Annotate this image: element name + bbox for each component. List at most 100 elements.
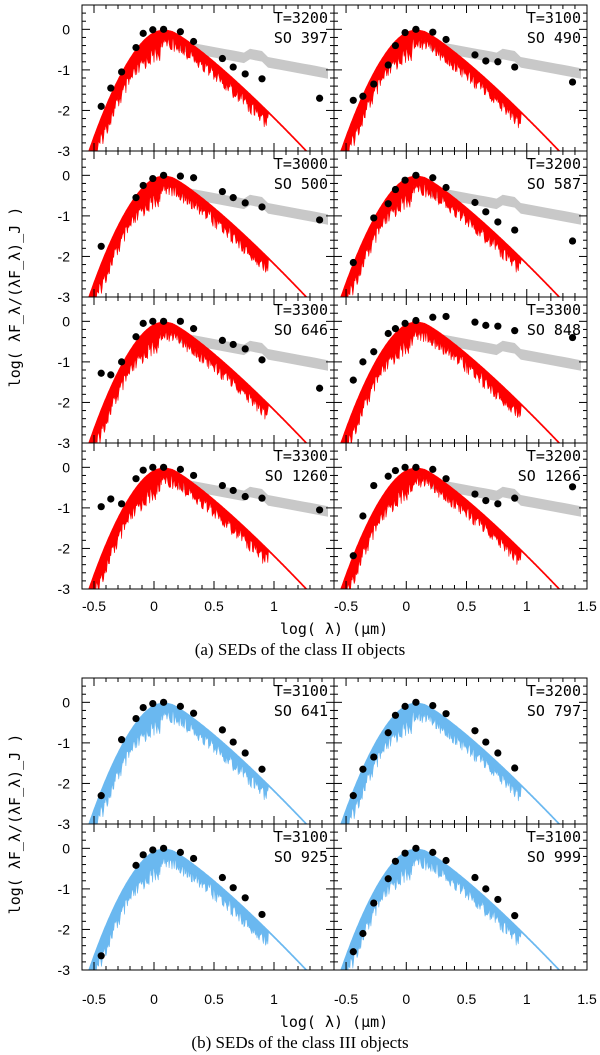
data-point bbox=[359, 929, 367, 938]
data-point bbox=[149, 26, 157, 34]
data-point bbox=[139, 181, 147, 190]
data-point bbox=[139, 851, 147, 859]
y-axis-label: log( λF_λ/(λF_λ)_J ) bbox=[6, 207, 24, 388]
sed-panel: T=3100 SO 999 bbox=[333, 823, 588, 971]
data-point bbox=[384, 729, 392, 737]
temperature-label: T=3200 bbox=[527, 447, 581, 465]
data-point bbox=[229, 486, 237, 495]
model-spectrum bbox=[88, 847, 308, 970]
y-tick-label: 0 bbox=[62, 459, 70, 475]
temperature-label: T=3100 bbox=[274, 828, 328, 846]
data-point bbox=[241, 492, 249, 501]
data-point bbox=[190, 471, 198, 480]
data-point bbox=[412, 316, 420, 325]
y-tick-label: -1 bbox=[58, 881, 71, 897]
disk-band bbox=[430, 478, 581, 517]
data-point bbox=[391, 185, 400, 194]
data-point bbox=[229, 63, 237, 71]
data-point bbox=[442, 475, 450, 483]
data-point bbox=[229, 884, 237, 892]
data-point bbox=[429, 174, 437, 182]
data-point bbox=[160, 171, 168, 179]
data-point bbox=[118, 736, 126, 744]
data-point bbox=[218, 726, 226, 734]
data-point bbox=[132, 475, 140, 483]
data-point bbox=[218, 481, 226, 490]
data-point bbox=[97, 102, 105, 110]
x-tick-label: 1 bbox=[523, 991, 531, 1007]
data-point bbox=[412, 171, 420, 179]
sed-panel: T=3200 SO 1266 bbox=[333, 442, 588, 590]
data-point bbox=[107, 495, 115, 503]
model-spectrum bbox=[88, 320, 308, 443]
sed-panel: T=3100 SO 490 bbox=[333, 4, 588, 152]
data-point bbox=[149, 317, 157, 325]
object-label: SO 641 bbox=[274, 702, 328, 720]
data-point bbox=[370, 753, 378, 761]
y-tick-label: 0 bbox=[62, 840, 70, 856]
data-point bbox=[442, 710, 450, 718]
data-point bbox=[149, 174, 157, 183]
data-point bbox=[494, 58, 502, 66]
y-tick-label: -3 bbox=[58, 581, 71, 597]
model-spectrum bbox=[340, 466, 561, 589]
data-point bbox=[132, 861, 140, 869]
data-point bbox=[511, 226, 519, 234]
data-point bbox=[139, 29, 147, 37]
data-point bbox=[442, 312, 450, 321]
data-point bbox=[359, 358, 367, 366]
data-point bbox=[316, 506, 324, 514]
model-spectrum bbox=[88, 701, 308, 824]
data-point bbox=[384, 329, 392, 338]
y-tick-label: -1 bbox=[58, 354, 71, 370]
data-point bbox=[384, 875, 392, 883]
y-tick-label: -3 bbox=[58, 143, 71, 159]
data-point bbox=[132, 714, 140, 723]
data-point bbox=[401, 319, 409, 327]
object-label: SO 925 bbox=[274, 848, 328, 866]
disk-band bbox=[430, 40, 581, 79]
data-point bbox=[568, 237, 577, 245]
data-point bbox=[442, 856, 450, 865]
data-point bbox=[176, 702, 184, 710]
data-point bbox=[176, 172, 184, 180]
data-point bbox=[568, 78, 577, 86]
x-tick-label: 1 bbox=[270, 598, 278, 614]
model-spectrum bbox=[340, 847, 561, 970]
temperature-label: T=3100 bbox=[527, 9, 581, 27]
y-tick-label: -2 bbox=[58, 248, 71, 264]
data-point bbox=[429, 465, 437, 473]
data-point bbox=[511, 327, 519, 335]
object-label: SO 1266 bbox=[518, 467, 581, 485]
data-point bbox=[316, 216, 324, 224]
data-point bbox=[429, 313, 437, 321]
data-point bbox=[384, 61, 392, 69]
object-label: SO 646 bbox=[274, 321, 328, 339]
data-point bbox=[482, 738, 490, 746]
x-tick-label: 0.5 bbox=[457, 598, 477, 614]
y-tick-label: -2 bbox=[58, 102, 71, 118]
data-point bbox=[471, 727, 479, 735]
object-label: SO 587 bbox=[527, 175, 581, 193]
x-tick-label: 0 bbox=[150, 991, 158, 1007]
data-point bbox=[511, 764, 519, 772]
data-point bbox=[391, 325, 400, 333]
data-point bbox=[471, 198, 479, 207]
data-point bbox=[482, 57, 490, 65]
x-tick-label: 1.5 bbox=[577, 598, 597, 614]
data-point bbox=[241, 749, 249, 757]
y-tick-label: -1 bbox=[58, 500, 71, 516]
x-tick-label: -0.5 bbox=[334, 598, 358, 614]
data-point bbox=[359, 765, 367, 773]
data-point bbox=[176, 28, 184, 36]
figure-caption: (b) SEDs of the class III objects bbox=[191, 1033, 408, 1052]
y-tick-label: -3 bbox=[58, 435, 71, 451]
y-tick-label: 0 bbox=[62, 694, 70, 710]
data-point bbox=[442, 35, 450, 44]
data-point bbox=[349, 96, 357, 104]
temperature-label: T=3200 bbox=[527, 155, 581, 173]
temperature-label: T=3000 bbox=[274, 155, 328, 173]
temperature-label: T=3100 bbox=[274, 682, 328, 700]
y-tick-label: -3 bbox=[58, 816, 71, 832]
data-point bbox=[494, 895, 502, 904]
